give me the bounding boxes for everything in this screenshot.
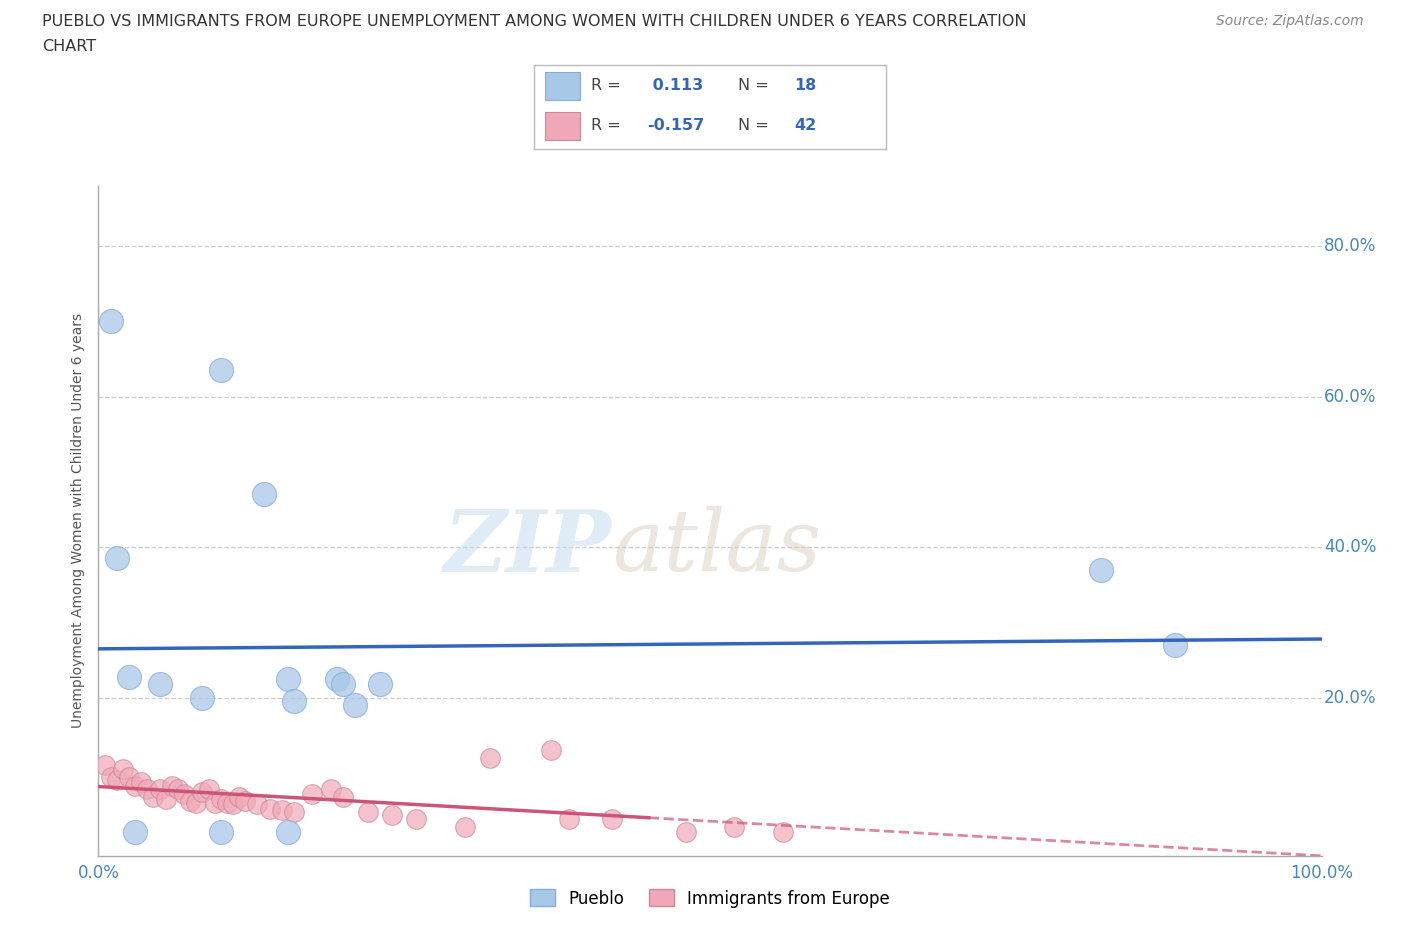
Point (368, 677, 391, 692)
Point (118, 669, 141, 684)
Text: 80.0%: 80.0% (1324, 237, 1376, 255)
Text: 40.0%: 40.0% (1324, 538, 1376, 556)
Point (405, 812, 427, 827)
Point (540, 743, 562, 758)
Text: 0.113: 0.113 (647, 78, 703, 93)
Point (105, 551, 128, 565)
Point (723, 819, 745, 834)
Text: 60.0%: 60.0% (1324, 388, 1376, 405)
Point (105, 773, 128, 788)
Legend: Pueblo, Immigrants from Europe: Pueblo, Immigrants from Europe (523, 883, 897, 914)
Point (1164, 637, 1187, 652)
Point (179, 794, 201, 809)
Text: R =: R = (591, 118, 626, 133)
Point (111, 762, 134, 777)
Point (222, 797, 245, 812)
Point (93, 758, 115, 773)
Point (136, 782, 159, 797)
Point (246, 797, 269, 812)
FancyBboxPatch shape (544, 112, 581, 140)
Text: 18: 18 (794, 78, 817, 93)
Point (344, 698, 367, 712)
Point (100, 314, 122, 329)
Point (191, 690, 214, 705)
Point (197, 782, 219, 797)
Point (167, 782, 190, 797)
Point (326, 671, 349, 686)
Point (381, 807, 404, 822)
Point (252, 487, 274, 502)
Text: 20.0%: 20.0% (1324, 688, 1376, 707)
Point (160, 779, 183, 794)
Point (558, 812, 581, 827)
Point (259, 802, 281, 817)
Point (100, 769, 122, 784)
Point (149, 782, 172, 797)
Point (301, 787, 323, 802)
Point (149, 677, 172, 692)
Point (283, 804, 305, 819)
Text: -0.157: -0.157 (647, 118, 704, 133)
Point (209, 363, 232, 378)
Point (600, 812, 623, 827)
Text: N =: N = (738, 118, 775, 133)
Text: 42: 42 (794, 118, 817, 133)
Point (124, 824, 146, 839)
Point (277, 824, 299, 839)
Text: R =: R = (591, 78, 626, 93)
Point (283, 694, 305, 709)
Text: atlas: atlas (612, 506, 821, 589)
Point (270, 803, 294, 817)
Point (332, 677, 354, 692)
Point (454, 819, 477, 834)
Point (215, 795, 238, 810)
Point (173, 787, 195, 802)
Point (118, 769, 141, 784)
Text: ZIP: ZIP (444, 506, 612, 590)
Y-axis label: Unemployment Among Women with Children Under 6 years: Unemployment Among Women with Children U… (72, 313, 86, 728)
Point (129, 775, 152, 790)
Point (478, 751, 501, 765)
Point (204, 795, 226, 810)
Point (233, 794, 256, 809)
Point (142, 790, 165, 804)
Text: CHART: CHART (42, 39, 96, 54)
Point (186, 795, 208, 810)
Point (191, 784, 214, 799)
Point (319, 782, 342, 797)
Text: PUEBLO VS IMMIGRANTS FROM EUROPE UNEMPLOYMENT AMONG WOMEN WITH CHILDREN UNDER 6 : PUEBLO VS IMMIGRANTS FROM EUROPE UNEMPLO… (42, 14, 1026, 29)
Point (155, 791, 177, 806)
FancyBboxPatch shape (544, 72, 581, 100)
Point (332, 790, 354, 804)
Point (209, 824, 232, 839)
Text: N =: N = (738, 78, 775, 93)
Point (675, 824, 697, 839)
Point (209, 791, 232, 806)
Point (772, 824, 794, 839)
Point (124, 779, 146, 794)
Text: Source: ZipAtlas.com: Source: ZipAtlas.com (1216, 14, 1364, 28)
Point (277, 671, 299, 686)
Point (1090, 563, 1112, 578)
Point (356, 804, 378, 819)
Point (228, 790, 250, 804)
